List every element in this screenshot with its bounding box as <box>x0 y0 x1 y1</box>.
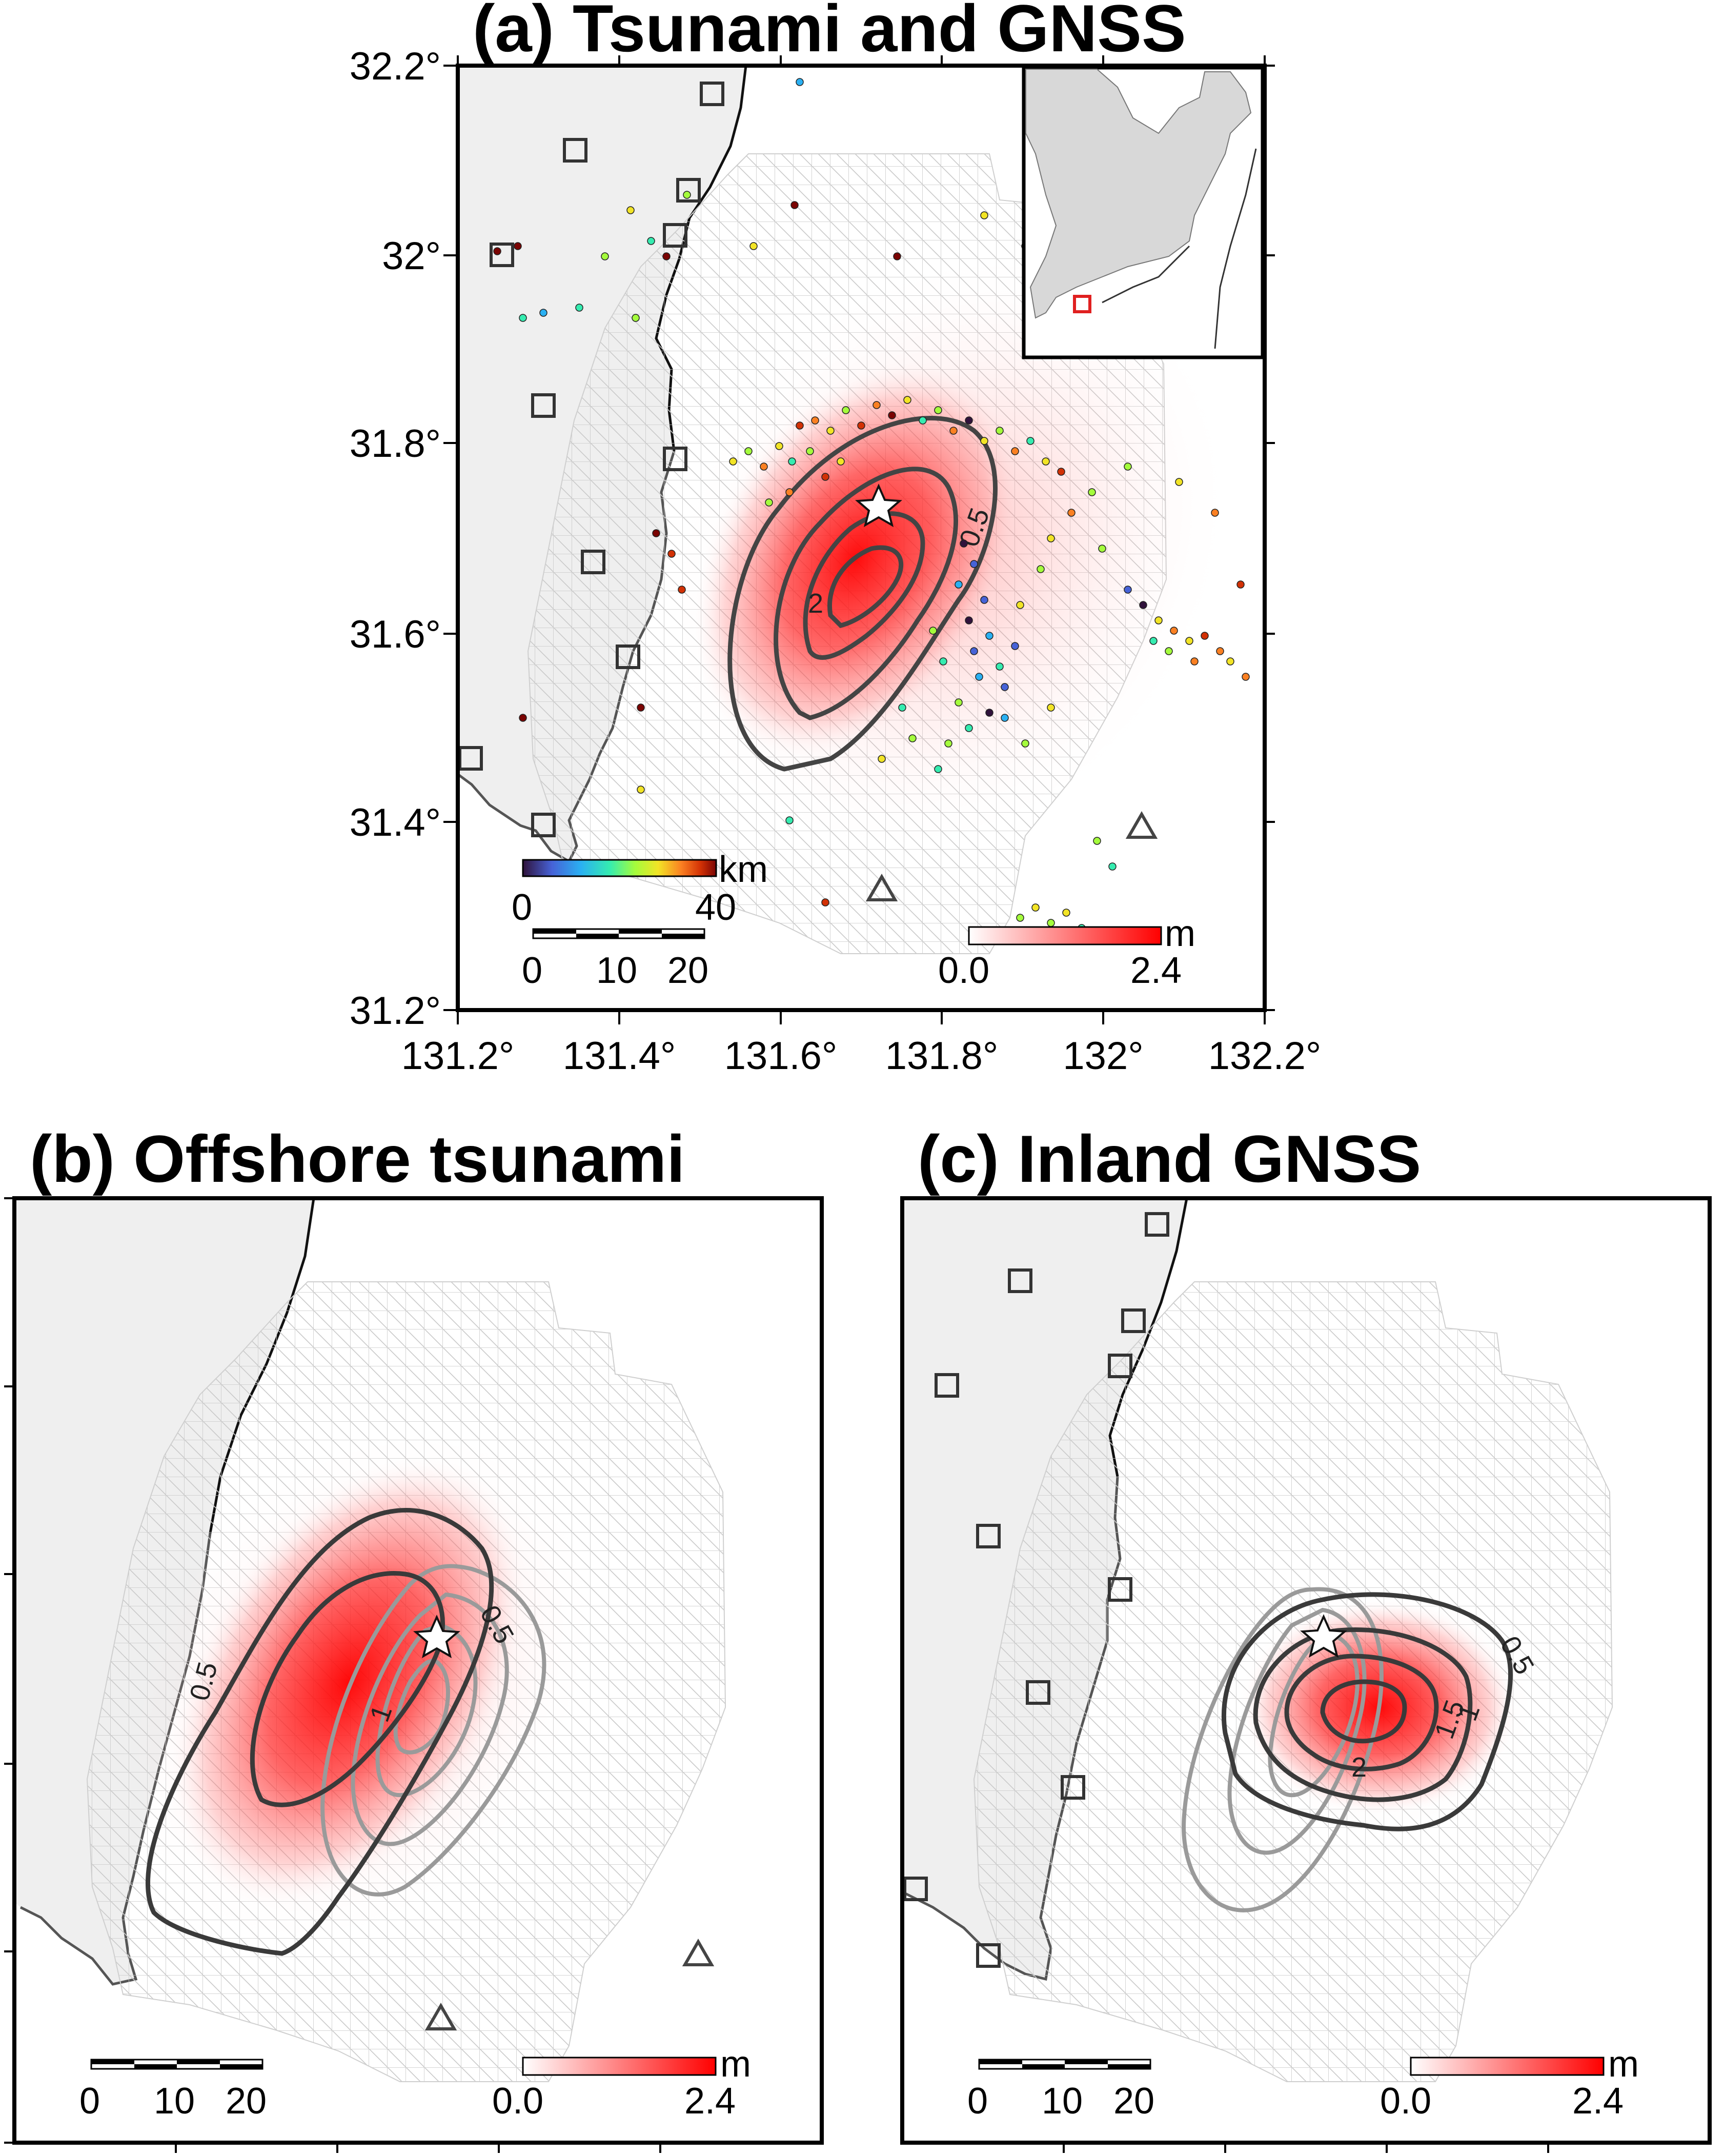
slip-a-max: 2.4 <box>1130 950 1182 991</box>
scale-b-20: 20 <box>226 2081 267 2122</box>
panel-c-frame <box>900 1196 1712 2145</box>
slip-a-unit: m <box>1165 913 1195 954</box>
slip-b-max: 2.4 <box>684 2081 736 2122</box>
slip-colorbar-c: m 0.0 2.4 <box>1380 2044 1639 2122</box>
depth-colorbar: km 0 40 <box>512 849 768 928</box>
scale-bar-b: 0 10 20 <box>79 2059 267 2122</box>
lon-tick: 131.8° <box>885 1034 999 1078</box>
tsunami-stations <box>865 811 1158 901</box>
panel-a-title: (a) Tsunami and GNSS <box>473 0 1186 66</box>
contour-label-c4: 2 <box>1351 1752 1367 1783</box>
scale-a-0: 0 <box>522 950 542 991</box>
scale-c-0: 0 <box>967 2081 988 2122</box>
contour-label-2: 2 <box>808 588 823 619</box>
panel-c: (c) Inland GNSS 0.5 1.5 1 2 <box>900 1121 1712 2153</box>
scale-a-20: 20 <box>667 950 708 991</box>
aftershocks <box>493 78 1250 932</box>
depth-max: 40 <box>695 887 736 928</box>
panel-a: (a) Tsunami and GNSS 2 0.5 <box>350 0 1322 1078</box>
slip-b-min: 0.0 <box>492 2081 543 2122</box>
panel-c-ticks <box>1063 2143 1549 2153</box>
scale-bar-c: 0 10 20 <box>967 2059 1154 2122</box>
scale-c-20: 20 <box>1113 2081 1154 2122</box>
panel-a-frame <box>456 64 1267 1012</box>
scale-c-10: 10 <box>1042 2081 1083 2122</box>
inset-map <box>1022 66 1265 359</box>
slip-c-unit: m <box>1608 2044 1639 2085</box>
slip-b-unit: m <box>720 2044 751 2085</box>
lat-tick: 31.6° <box>350 613 441 656</box>
panel-b-title: (b) Offshore tsunami <box>30 1121 685 1196</box>
scale-b-10: 10 <box>154 2081 195 2122</box>
panel-b: (b) Offshore tsunami 0.5 0.5 1 <box>4 1121 824 2153</box>
lat-tick: 32.2° <box>350 45 441 88</box>
tsunami-stations-b <box>424 1939 715 2030</box>
scale-a-10: 10 <box>596 950 637 991</box>
lat-tick: 31.4° <box>350 801 441 844</box>
panel-c-map: 0.5 1.5 1 2 <box>902 1198 1710 2143</box>
lon-tick: 131.6° <box>724 1034 838 1078</box>
epicenter-star-c <box>1300 1614 1347 1658</box>
panel-b-map: 0.5 0.5 1 0 10 20 m 0.0 2. <box>14 1198 822 2143</box>
dark-contours-b <box>145 1508 494 1956</box>
depth-min: 0 <box>512 887 532 928</box>
panel-b-frame <box>12 1196 824 2145</box>
gnss-stations-c <box>903 1212 1169 1968</box>
epicenter-star-b <box>413 1615 460 1659</box>
gnss-stations <box>458 82 724 837</box>
lon-tick-labels: 131.2° 131.4° 131.6° 131.8° 132° 132.2° <box>401 1034 1322 1078</box>
slip-a-min: 0.0 <box>938 950 989 991</box>
depth-unit: km <box>719 849 768 890</box>
epicenter-star <box>855 483 902 528</box>
lat-tick-labels: 32.2° 32° 31.8° 31.6° 31.4° 31.2° <box>350 45 441 1033</box>
slip-colorbar-b: m 0.0 2.4 <box>492 2044 751 2122</box>
lat-tick: 31.8° <box>350 422 441 466</box>
scale-bar-a: 0 10 20 <box>522 928 708 991</box>
panel-a-map: 2 0.5 <box>458 66 1265 1010</box>
slip-c-max: 2.4 <box>1572 2081 1624 2122</box>
panel-b-ticks <box>4 1197 661 2153</box>
lon-tick: 132.2° <box>1208 1034 1322 1078</box>
slip-contours <box>727 416 998 772</box>
lat-tick: 32° <box>382 234 441 278</box>
lon-tick: 131.4° <box>563 1034 676 1078</box>
lon-tick: 131.2° <box>401 1034 515 1078</box>
lon-tick: 132° <box>1063 1034 1143 1078</box>
panel-a-ticks <box>443 55 1275 1024</box>
slip-c-min: 0.0 <box>1380 2081 1431 2122</box>
slip-colorbar-a: m 0.0 2.4 <box>938 913 1195 991</box>
scale-b-0: 0 <box>79 2081 100 2122</box>
panel-c-title: (c) Inland GNSS <box>918 1121 1421 1196</box>
lat-tick: 31.2° <box>350 989 441 1033</box>
